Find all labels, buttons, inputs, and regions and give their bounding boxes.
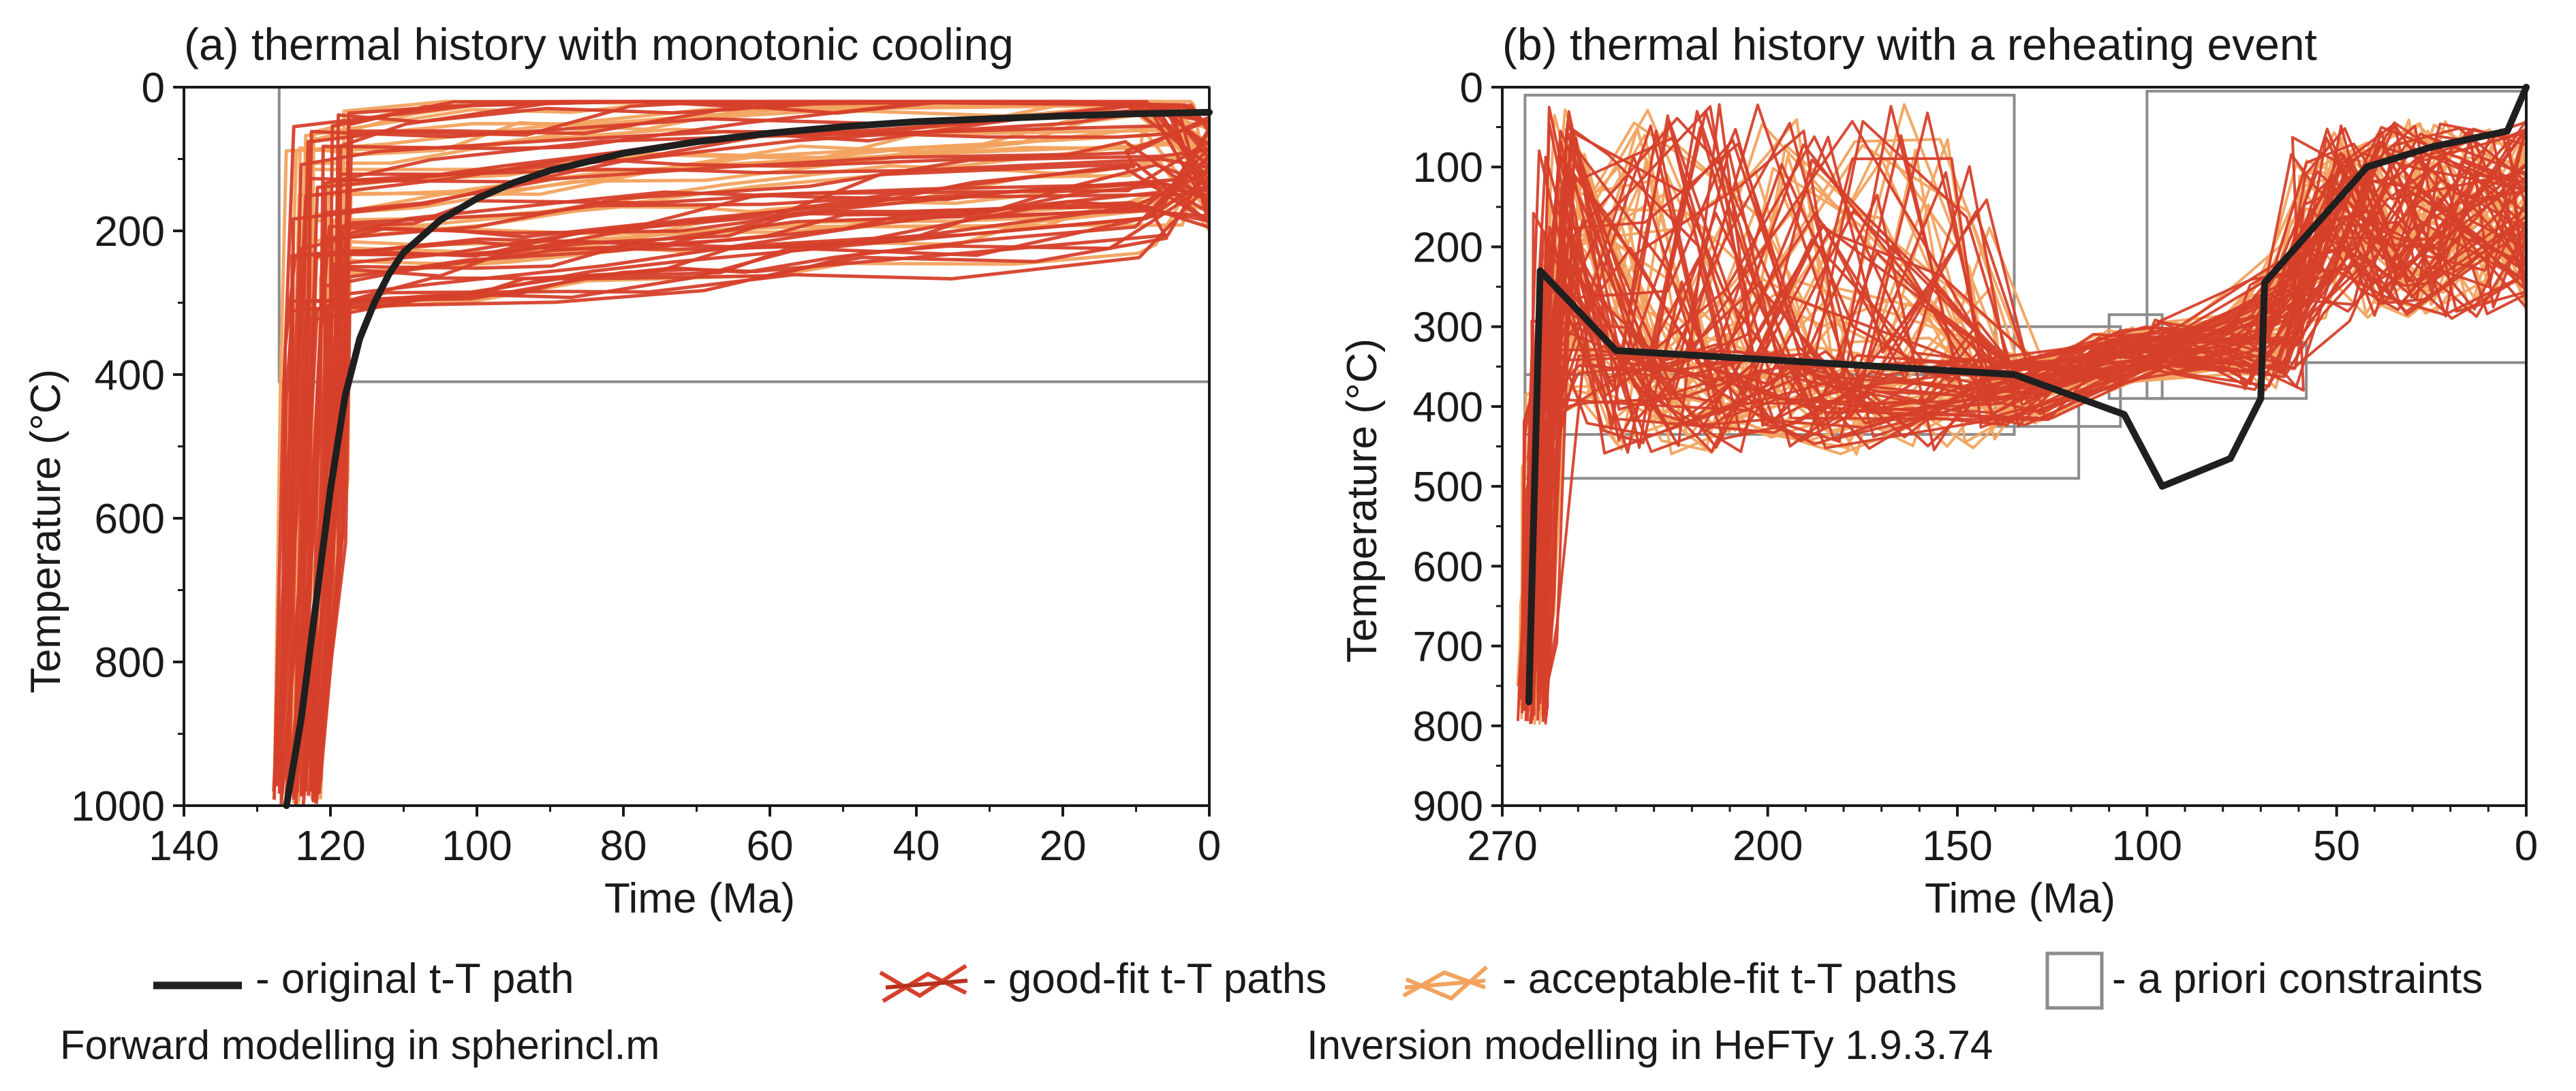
original-path bbox=[1525, 84, 2530, 706]
x-tick-label: 140 bbox=[149, 823, 219, 870]
x-tick-label: 100 bbox=[441, 823, 512, 870]
x-tick-label: 80 bbox=[600, 823, 647, 870]
y-tick-label: 200 bbox=[95, 208, 165, 255]
x-tick-label: 60 bbox=[747, 823, 794, 870]
good-fit-path bbox=[312, 176, 1211, 803]
y-tick-label: 800 bbox=[1413, 703, 1483, 750]
good-fit-path bbox=[315, 164, 1211, 798]
good-fit-path bbox=[1520, 128, 2528, 699]
legend-good-fit-label: - good-fit t-T paths bbox=[982, 955, 1326, 1002]
legend-acceptable-fit-label: - acceptable-fit t-T paths bbox=[1502, 955, 1957, 1002]
good-fit-path bbox=[1530, 106, 2527, 721]
panel-b-axes: 270 200 150 100 50 00100200300400500600700800… bbox=[1413, 65, 2539, 870]
good-fit-path bbox=[302, 163, 1210, 778]
x-tick-label: 0 bbox=[1198, 823, 1221, 870]
panel-a: (a) thermal history with monotonic cooli… bbox=[22, 19, 1221, 922]
x-tick-label: 120 bbox=[295, 823, 365, 870]
y-tick-label: 0 bbox=[1460, 65, 1483, 112]
x-tick-label: 20 bbox=[1040, 823, 1087, 870]
x-tick-label: 50 bbox=[2313, 823, 2360, 870]
x-tick-label: 200 bbox=[1733, 823, 1803, 870]
good-fit-path bbox=[301, 184, 1210, 806]
x-tick-label: 270 bbox=[1467, 823, 1537, 870]
original-path bbox=[283, 108, 1213, 809]
panel-b-original-path bbox=[1525, 84, 2530, 706]
legend-constraint-swatch bbox=[2045, 951, 2104, 1010]
good-fit-path bbox=[1532, 132, 2528, 684]
good-fit-path bbox=[1538, 155, 2528, 691]
y-tick-label: 400 bbox=[1413, 384, 1483, 431]
y-tick-label: 300 bbox=[1413, 304, 1483, 351]
good-fit-path bbox=[317, 182, 1210, 779]
caption-forward-modelling: Forward modelling in spherincl.m bbox=[60, 1022, 659, 1068]
panel-a-ylabel: Temperature (°C) bbox=[22, 369, 69, 693]
x-tick-label: 100 bbox=[2112, 823, 2182, 870]
acceptable-fit-path bbox=[295, 142, 1211, 787]
good-fit-path bbox=[1518, 211, 2527, 700]
x-tick-label: 150 bbox=[1922, 823, 1992, 870]
good-fit-path bbox=[284, 189, 1211, 802]
acceptable-fit-path bbox=[318, 138, 1211, 800]
good-fit-path bbox=[286, 170, 1211, 804]
y-tick-label: 600 bbox=[95, 496, 165, 543]
panel-a-title: (a) thermal history with monotonic cooli… bbox=[184, 19, 1014, 69]
legend-original-label: - original t-T path bbox=[255, 955, 574, 1002]
x-tick-label: 40 bbox=[893, 823, 940, 870]
y-tick-label: 400 bbox=[95, 352, 165, 399]
legend-good-fit-swatch bbox=[879, 964, 968, 1003]
panel-a-original-path bbox=[283, 108, 1213, 809]
x-tick-label: 0 bbox=[2515, 823, 2538, 870]
good-fit-path bbox=[316, 99, 1211, 795]
y-tick-label: 100 bbox=[1413, 144, 1483, 191]
legend: - original t-T path - good-fit t-T paths… bbox=[153, 951, 2483, 1010]
y-tick-label: 700 bbox=[1413, 624, 1483, 671]
y-tick-label: 800 bbox=[95, 639, 165, 686]
good-fit-path bbox=[1536, 125, 2527, 692]
good-fit-path bbox=[300, 201, 1210, 795]
good-fit-path bbox=[310, 129, 1211, 791]
y-tick-label: 1000 bbox=[71, 783, 165, 830]
good-fit-path bbox=[1541, 161, 2527, 705]
good-fit-path bbox=[1539, 114, 2528, 686]
panel-b-xlabel: Time (Ma) bbox=[1925, 875, 2115, 922]
good-fit-path bbox=[292, 204, 1210, 800]
caption-inversion-modelling: Inversion modelling in HeFTy 1.9.3.74 bbox=[1307, 1022, 1993, 1068]
good-fit-path bbox=[1522, 129, 2528, 695]
good-fit-path bbox=[1545, 103, 2528, 691]
y-tick-label: 0 bbox=[142, 65, 165, 112]
panel-a-xlabel: Time (Ma) bbox=[604, 875, 795, 922]
good-fit-path bbox=[313, 127, 1211, 782]
panel-b-title: (b) thermal history with a reheating eve… bbox=[1502, 19, 2317, 69]
acceptable-fit-path bbox=[1530, 183, 2528, 721]
y-tick-label: 200 bbox=[1413, 224, 1483, 271]
legend-constraint-label: - a priori constraints bbox=[2112, 955, 2483, 1002]
legend-acceptable-fit-swatch bbox=[1402, 965, 1488, 1001]
good-fit-path bbox=[311, 182, 1211, 797]
y-tick-label: 900 bbox=[1413, 783, 1483, 830]
panel-b: (b) thermal history with a reheating eve… bbox=[1339, 19, 2538, 922]
y-tick-label: 600 bbox=[1413, 543, 1483, 590]
y-tick-label: 500 bbox=[1413, 464, 1483, 511]
panel-b-ylabel: Temperature (°C) bbox=[1339, 338, 1386, 663]
